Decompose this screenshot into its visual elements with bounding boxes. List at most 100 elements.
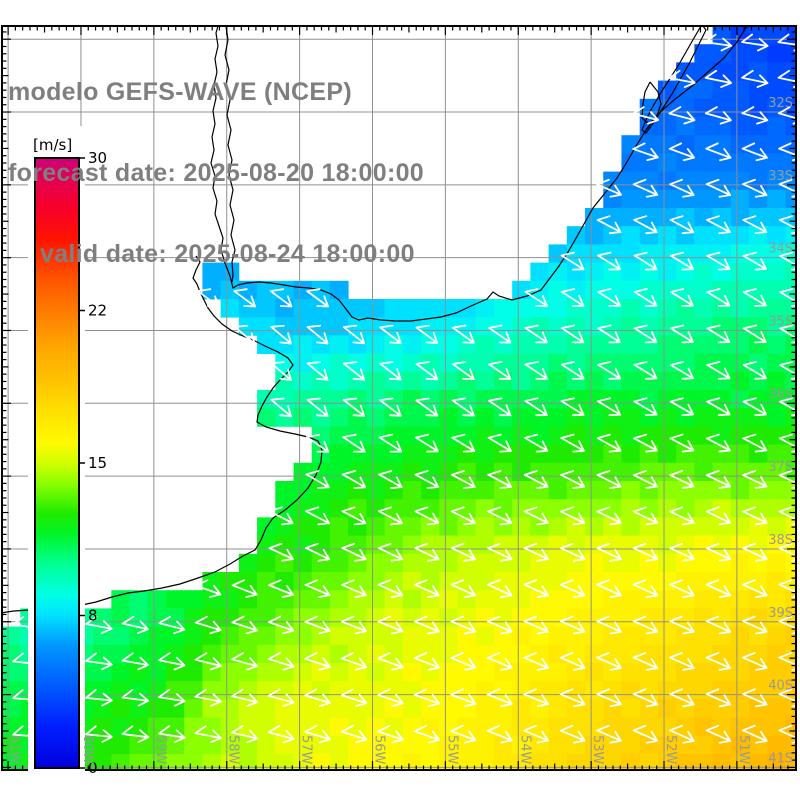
wind-arrow xyxy=(267,724,295,744)
wind-arrow xyxy=(669,615,695,635)
wind-arrow xyxy=(451,433,476,453)
wind-arrow xyxy=(559,688,586,708)
wind-arrow xyxy=(705,724,732,744)
wind-arrow xyxy=(633,215,658,235)
wind-arrow xyxy=(524,397,548,417)
longitude-label: 59W xyxy=(153,735,168,765)
colorbar-unit-label: [m/s] xyxy=(33,136,72,154)
wind-arrow xyxy=(705,506,731,526)
wind-arrow xyxy=(451,397,475,417)
wind-arrow xyxy=(378,433,403,453)
wind-arrow xyxy=(413,652,440,671)
wind-arrow xyxy=(414,579,440,599)
wind-arrow xyxy=(450,724,477,744)
wind-arrow xyxy=(778,215,796,235)
wind-arrow xyxy=(413,688,440,708)
wind-arrow xyxy=(270,397,292,418)
wind-arrow xyxy=(632,470,659,489)
longitude-label: 56W xyxy=(372,735,387,765)
wind-arrow xyxy=(377,615,404,635)
wind-arrow xyxy=(705,178,732,198)
latitude-label: 39S xyxy=(768,606,793,621)
wind-arrow xyxy=(596,688,622,708)
wind-arrow xyxy=(523,688,550,708)
wind-arrow xyxy=(304,688,331,707)
wind-arrow xyxy=(559,652,586,671)
wind-arrow xyxy=(742,506,768,526)
longitude-label: 52W xyxy=(663,735,678,765)
wind-arrow xyxy=(779,251,796,271)
wind-arrow xyxy=(523,615,549,635)
wind-arrow xyxy=(669,324,694,344)
wind-arrow xyxy=(633,360,658,380)
wind-arrow xyxy=(632,724,659,744)
wind-arrow xyxy=(340,724,368,744)
wind-arrow xyxy=(632,542,659,562)
wind-arrow xyxy=(305,506,330,526)
wind-arrow xyxy=(414,542,440,562)
longitude-labels: 61W 60W 59W 58W 57W 56W 55W 54W 53W 52W 51W xyxy=(7,735,751,765)
wind-arrow xyxy=(487,542,513,562)
wind-arrow xyxy=(487,470,513,489)
wind-arrow xyxy=(121,652,150,671)
wind-arrow xyxy=(668,69,696,88)
wind-arrow xyxy=(705,215,731,235)
wind-arrow xyxy=(194,652,222,671)
wind-arrow xyxy=(741,142,768,162)
wind-arrow xyxy=(632,652,659,671)
wind-arrow xyxy=(777,69,796,88)
latitude-label: 41S xyxy=(768,751,793,766)
wind-arrow xyxy=(196,288,220,308)
latitude-label: 33S xyxy=(768,169,793,184)
wind-arrow xyxy=(779,324,796,344)
lagoon-outline xyxy=(641,26,707,134)
wind-arrow xyxy=(450,688,477,708)
axis-ticks xyxy=(2,26,796,770)
wind-arrow xyxy=(669,178,695,198)
wind-arrow xyxy=(669,397,695,417)
wind-arrow xyxy=(778,579,796,599)
wind-arrow xyxy=(705,579,732,599)
wind-arrow xyxy=(377,724,404,744)
wind-arrow xyxy=(269,288,293,308)
wind-arrow xyxy=(705,433,731,453)
wind-arrow xyxy=(524,433,549,453)
wind-arrow xyxy=(778,724,796,744)
wind-arrow xyxy=(742,251,767,271)
wind-arrow xyxy=(706,397,731,417)
wind-arrow xyxy=(779,397,796,417)
wind-arrow xyxy=(523,579,549,599)
wind-arrow xyxy=(596,542,622,562)
wind-arrow xyxy=(742,470,768,489)
forecast-date-line: forecast date: 2025-08-20 18:00:00 xyxy=(8,159,424,187)
colorbar-tick-label: 15 xyxy=(88,454,107,472)
wind-arrow xyxy=(631,106,659,125)
wind-arrow xyxy=(451,324,475,344)
wind-arrow xyxy=(85,652,113,671)
wind-arrow xyxy=(742,178,768,198)
wind-arrow xyxy=(741,106,769,125)
wind-arrow xyxy=(231,688,259,707)
wind-arrow xyxy=(669,251,694,271)
wind-arrow xyxy=(231,652,259,671)
wind-arrow xyxy=(377,506,403,526)
wind-speed-cells xyxy=(2,26,796,770)
wind-arrow xyxy=(413,615,440,635)
wind-arrow xyxy=(523,506,549,526)
wind-arrow xyxy=(524,360,548,380)
wind-arrow xyxy=(377,652,404,671)
wind-arrow xyxy=(305,433,330,453)
wind-arrow xyxy=(524,288,548,307)
wind-arrow xyxy=(267,688,295,707)
wind-arrow xyxy=(450,615,477,635)
wind-arrow xyxy=(194,688,222,707)
wind-arrow xyxy=(340,615,367,635)
latitude-label: 40S xyxy=(768,679,793,694)
wind-arrow xyxy=(669,579,695,599)
title-block: modelo GEFS-WAVE (NCEP) forecast date: 2… xyxy=(8,25,424,322)
wind-arrow xyxy=(632,688,659,708)
wind-arrow xyxy=(705,688,732,708)
wind-arrow xyxy=(268,506,294,526)
wind-arrow xyxy=(523,470,549,489)
wind-arrow xyxy=(377,579,404,599)
